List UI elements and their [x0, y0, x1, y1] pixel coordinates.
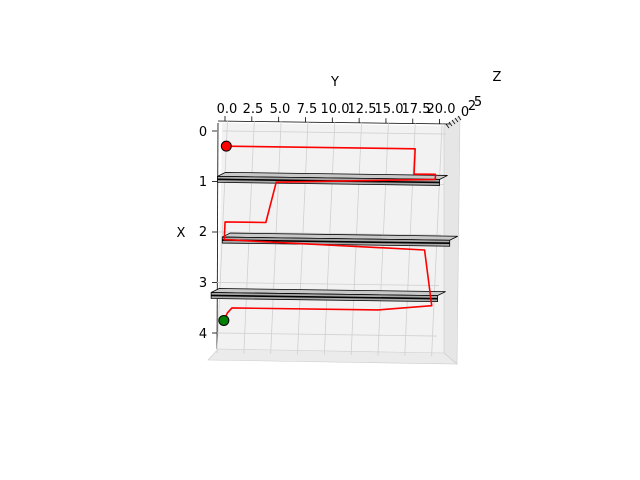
wall-edge [211, 294, 438, 300]
z-tick-mark [454, 117, 459, 123]
goal-marker [218, 314, 230, 326]
z-tick-mark [451, 119, 456, 125]
y-tick-marks [224, 116, 441, 124]
y-axis-title: Y [330, 75, 339, 90]
x-tick-marks [212, 130, 217, 334]
x-axis-title: X [177, 226, 186, 241]
z-tick-mark [448, 121, 453, 127]
z-tick-mark [445, 123, 450, 129]
y-tick-label: 7.5 [297, 102, 318, 117]
wall-edge [222, 239, 450, 245]
x-grid-line [215, 282, 440, 286]
y-tick-label: 12.5 [348, 102, 377, 117]
x-tick-label: 3 [199, 276, 207, 291]
x-tick-labels: 0 1 2 3 4 [199, 125, 207, 342]
path-line [223, 145, 437, 321]
wall [210, 288, 446, 303]
bottom-pane [207, 348, 458, 365]
z-tick-mark [457, 115, 462, 121]
x-grid-line [218, 231, 442, 236]
y-tick-labels: 0.0 2.5 5.0 7.5 10.0 12.5 15.0 17.5 20.0 [217, 102, 456, 117]
y-tick-label: 2.5 [243, 102, 264, 117]
y-axis-line [217, 120, 451, 125]
z-tick-label: 5 [474, 95, 482, 110]
z-tick-label: 2 [468, 99, 476, 114]
path-layer [218, 140, 437, 326]
start-marker [220, 140, 232, 152]
x-axis-line [216, 122, 219, 350]
x-grid-line [213, 332, 437, 337]
z-tick-labels: 0 2 5 [461, 95, 482, 120]
x-tick-label: 0 [199, 125, 207, 140]
z-tick-marks [445, 115, 462, 129]
y-tick-label: 17.5 [402, 102, 431, 117]
z-tick-label: 0 [461, 105, 469, 120]
z-axis-title: Z [493, 70, 502, 85]
y-tick-label: 10.0 [321, 102, 350, 117]
y-tick-label: 0.0 [217, 102, 238, 117]
y-tick-label: 5.0 [270, 102, 291, 117]
y-tick-label: 20.0 [427, 102, 456, 117]
walls [210, 171, 458, 303]
x-tick-label: 2 [199, 225, 207, 240]
x-grid-line [222, 130, 446, 135]
wall [221, 232, 458, 247]
x-tick-label: 1 [199, 175, 207, 190]
y-tick-label: 15.0 [375, 102, 404, 117]
x-tick-label: 4 [199, 327, 207, 342]
